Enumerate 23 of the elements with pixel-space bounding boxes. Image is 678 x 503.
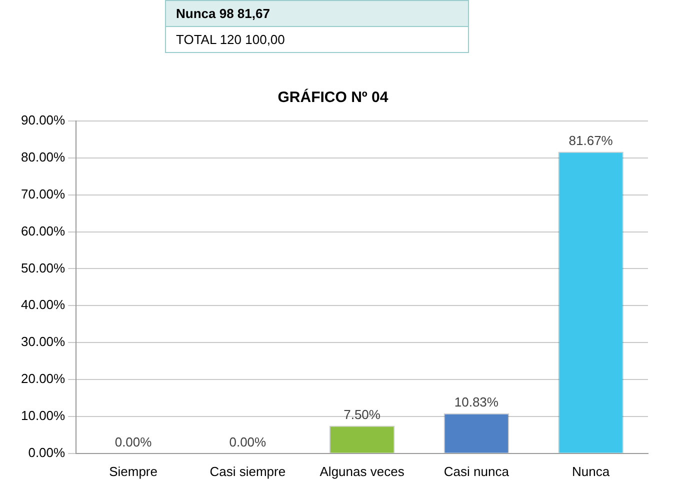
y-tick-label: 70.00% — [20, 186, 66, 202]
data-label: 0.00% — [229, 434, 267, 450]
y-tick-label: 40.00% — [20, 297, 66, 312]
y-tick-label: 20.00% — [20, 371, 66, 386]
x-tick-label: Nunca — [572, 464, 610, 479]
data-label: 7.50% — [344, 406, 381, 422]
y-tick-label: 10.00% — [20, 408, 66, 424]
y-tick-label: 0.00% — [28, 444, 66, 460]
y-tick-label: 60.00% — [20, 223, 66, 238]
data-label: 81.67% — [568, 132, 614, 148]
y-tick-label: 50.00% — [20, 260, 66, 276]
data-label: 10.83% — [454, 394, 499, 410]
y-tick-label: 30.00% — [20, 334, 66, 350]
x-tick-label: Casi siempre — [210, 464, 286, 479]
x-tick-label: Algunas veces — [320, 464, 405, 479]
y-tick-label: 90.00% — [20, 112, 66, 128]
text: Nunca 98 81,67 — [166, 1, 468, 26]
chart-title: GRÁFICO Nº 04 — [278, 88, 389, 106]
y-tick-label: 80.00% — [20, 150, 66, 165]
x-tick-label: Casi nunca — [444, 464, 510, 479]
x-tick-label: Siempre — [109, 464, 158, 479]
data-label: 0.00% — [114, 434, 152, 450]
text: TOTAL 120 100,00 — [166, 26, 468, 52]
